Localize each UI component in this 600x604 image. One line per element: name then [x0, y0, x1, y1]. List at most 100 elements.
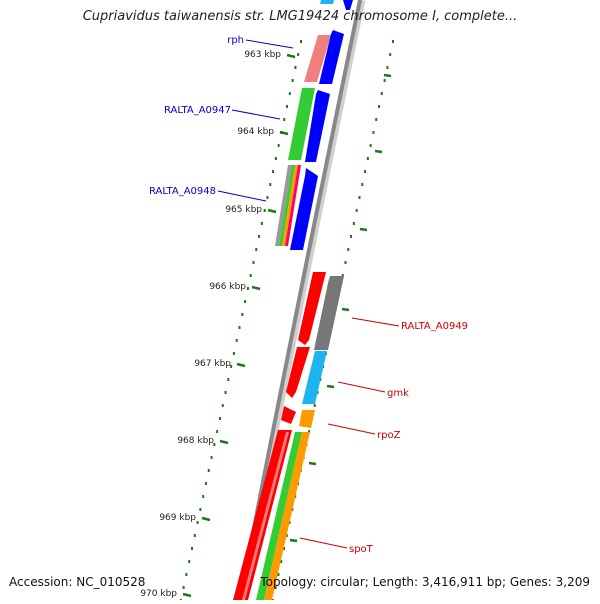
- scale-tick-minor: [374, 149, 383, 154]
- scale-tick: [251, 285, 261, 291]
- guide-dot-left: [294, 66, 297, 69]
- scale-tick-label: 969 kbp: [159, 513, 196, 523]
- guide-dot-right: [383, 79, 386, 82]
- gene-mixed-a0948-4[interactable]: [285, 165, 301, 246]
- gene-red-a0949[interactable]: [298, 272, 326, 345]
- gene-label-left[interactable]: rph: [227, 35, 244, 46]
- gene-label-leader: [217, 190, 267, 202]
- guide-dot-right: [355, 209, 358, 212]
- guide-dot-left: [235, 339, 238, 342]
- guide-dot-left: [260, 222, 263, 225]
- gene-mixed-a0948-1[interactable]: [275, 165, 292, 246]
- gene-label-leader: [245, 39, 294, 49]
- gene-label-leader: [231, 109, 281, 120]
- guide-dot-right: [389, 53, 392, 56]
- gene-blue-rph-2[interactable]: [319, 30, 344, 84]
- gene-label-left[interactable]: RALTA_A0947: [164, 105, 231, 116]
- guide-dot-left: [258, 235, 261, 238]
- guide-dot-right: [280, 560, 283, 563]
- scale-tick: [236, 362, 246, 368]
- gene-highlight: [242, 432, 289, 600]
- guide-dot-right: [358, 196, 361, 199]
- guide-dot-left: [227, 378, 230, 381]
- scale-tick-minor: [326, 384, 335, 389]
- gene-cyan-top[interactable]: [320, 0, 334, 4]
- gene-red-gmk[interactable]: [286, 347, 310, 398]
- guide-dot-left: [291, 79, 294, 82]
- guide-dot-right: [366, 157, 369, 160]
- guide-dot-right: [277, 573, 280, 576]
- gene-salmon-rph[interactable]: [304, 35, 331, 82]
- guide-dot-left: [185, 573, 188, 576]
- guide-dot-left: [272, 170, 275, 173]
- guide-dot-left: [193, 534, 196, 537]
- scale-tick-minor: [308, 461, 317, 466]
- guide-dot-right: [344, 261, 347, 264]
- gene-gray-a0949[interactable]: [314, 276, 344, 350]
- guide-dot-left: [244, 300, 247, 303]
- guide-dot-left: [213, 443, 216, 446]
- guide-dot-left: [269, 183, 272, 186]
- scale-tick: [201, 516, 211, 522]
- gene-orange-spot[interactable]: [264, 432, 310, 600]
- guide-dot-left: [277, 144, 280, 147]
- scale-tick: [286, 53, 296, 59]
- gene-label-right[interactable]: RALTA_A0949: [401, 321, 468, 332]
- guide-dot-right: [369, 144, 372, 147]
- gene-green-spot[interactable]: [256, 432, 302, 600]
- gene-mixed-a0948-3[interactable]: [282, 165, 298, 246]
- scale-tick: [279, 130, 289, 136]
- guide-dot-left: [190, 547, 193, 550]
- page-title: Cupriavidus taiwanensis str. LMG19424 ch…: [82, 9, 518, 24]
- guide-dot-left: [246, 287, 249, 290]
- gene-label-right[interactable]: spoT: [349, 544, 374, 555]
- guide-dot-left: [249, 274, 252, 277]
- guide-dot-left: [283, 118, 286, 121]
- topology-summary: Topology: circular; Length: 3,416,911 bp…: [260, 575, 590, 589]
- guide-dot-left: [241, 313, 244, 316]
- guide-dot-left: [230, 365, 233, 368]
- guide-dot-left: [263, 209, 266, 212]
- gene-blue-a0947[interactable]: [305, 90, 330, 162]
- guide-dot-left: [188, 560, 191, 563]
- guide-dot-right: [352, 222, 355, 225]
- guide-dot-right: [350, 235, 353, 238]
- guide-dot-right: [392, 40, 394, 43]
- gene-label-leader: [327, 423, 376, 435]
- guide-dot-right: [386, 66, 389, 69]
- guide-dot-right: [347, 248, 350, 251]
- gene-label-left[interactable]: RALTA_A0948: [149, 186, 216, 197]
- guide-dot-right: [288, 521, 291, 524]
- gene-green-a0947[interactable]: [288, 88, 315, 160]
- scale-tick-minor: [289, 538, 298, 543]
- guide-dot-left: [286, 105, 289, 108]
- guide-dot-left: [255, 248, 258, 251]
- scale-tick-label: 968 kbp: [177, 436, 214, 446]
- scale-tick: [267, 208, 277, 214]
- gene-blue-rph[interactable]: [343, 0, 353, 10]
- scale-tick-label: 966 kbp: [209, 282, 246, 292]
- scale-tick: [219, 439, 229, 445]
- scale-tick-label: 970 kbp: [140, 589, 177, 599]
- gene-blue-a0948[interactable]: [290, 168, 318, 250]
- gene-orange-rpoz[interactable]: [299, 410, 315, 428]
- guide-dot-left: [252, 261, 255, 264]
- guide-dot-left: [216, 430, 219, 433]
- guide-dot-right: [313, 404, 316, 407]
- guide-dot-right: [282, 547, 285, 550]
- guide-dot-left: [204, 482, 207, 485]
- guide-dot-right: [361, 183, 364, 186]
- guide-dot-left: [297, 53, 300, 56]
- gene-label-right[interactable]: gmk: [387, 388, 409, 399]
- gene-mixed-a0948-2[interactable]: [279, 165, 295, 246]
- gene-label-leader: [299, 537, 348, 549]
- gene-label-leader: [351, 317, 400, 327]
- gene-red-rpoz[interactable]: [281, 406, 296, 424]
- gene-cyan-gmk[interactable]: [302, 351, 327, 404]
- gene-label-right[interactable]: rpoZ: [377, 430, 401, 441]
- guide-dot-left: [300, 40, 302, 43]
- guide-dot-left: [182, 586, 185, 589]
